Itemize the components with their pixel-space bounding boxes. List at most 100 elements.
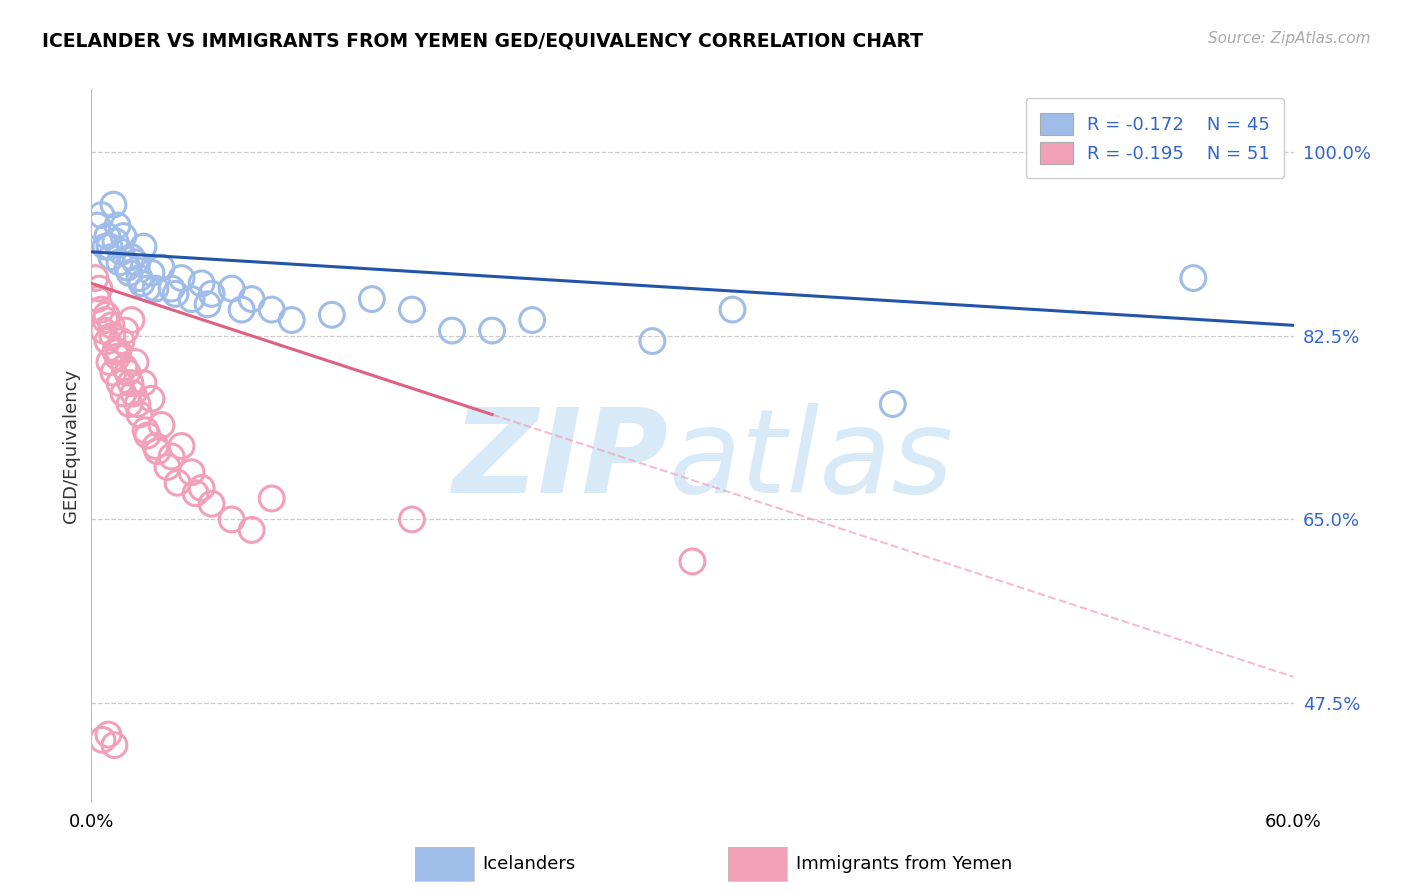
Point xyxy=(132,239,155,253)
Point xyxy=(107,344,129,359)
Point xyxy=(97,728,120,742)
Point xyxy=(118,266,141,280)
Point xyxy=(86,219,108,233)
Point xyxy=(112,229,135,244)
Point xyxy=(103,197,125,211)
Point xyxy=(114,360,136,375)
Point xyxy=(160,450,183,464)
Point xyxy=(260,491,283,506)
Point xyxy=(134,423,156,437)
Point xyxy=(1182,271,1205,285)
Point xyxy=(520,313,543,327)
Point xyxy=(118,397,141,411)
Point xyxy=(170,439,193,453)
Point xyxy=(131,277,153,291)
Point xyxy=(136,428,159,442)
Text: Icelanders: Icelanders xyxy=(482,855,575,873)
Point xyxy=(231,302,253,317)
Point xyxy=(98,355,121,369)
Point xyxy=(481,324,503,338)
Point xyxy=(103,738,125,752)
Point xyxy=(197,297,219,311)
Point xyxy=(93,324,115,338)
Point xyxy=(90,208,112,222)
Point xyxy=(641,334,664,348)
Point xyxy=(120,376,142,390)
Point xyxy=(201,286,224,301)
Point xyxy=(117,366,139,380)
Point xyxy=(132,376,155,390)
Point xyxy=(107,350,129,364)
Point xyxy=(681,554,703,568)
Point xyxy=(104,344,127,359)
Point xyxy=(145,282,167,296)
Point xyxy=(240,523,263,537)
Point xyxy=(401,512,423,526)
Point xyxy=(156,460,179,475)
Point xyxy=(112,386,135,401)
Point xyxy=(441,324,464,338)
Point xyxy=(401,302,423,317)
Point xyxy=(221,512,243,526)
Point xyxy=(101,328,124,343)
Point xyxy=(136,282,159,296)
Point xyxy=(180,465,202,479)
Point xyxy=(84,271,107,285)
Point xyxy=(281,313,304,327)
Point xyxy=(166,475,188,490)
Point xyxy=(190,481,212,495)
Point xyxy=(360,292,382,306)
Point xyxy=(124,355,146,369)
Point xyxy=(108,255,131,269)
Point xyxy=(103,366,125,380)
Point xyxy=(104,235,127,249)
Point xyxy=(90,302,112,317)
Point xyxy=(260,302,283,317)
Y-axis label: GED/Equivalency: GED/Equivalency xyxy=(62,369,80,523)
Point xyxy=(146,444,169,458)
Point xyxy=(100,250,122,264)
Point xyxy=(321,308,343,322)
Text: ICELANDER VS IMMIGRANTS FROM YEMEN GED/EQUIVALENCY CORRELATION CHART: ICELANDER VS IMMIGRANTS FROM YEMEN GED/E… xyxy=(42,31,924,50)
Point xyxy=(110,334,132,348)
Legend: R = -0.172    N = 45, R = -0.195    N = 51: R = -0.172 N = 45, R = -0.195 N = 51 xyxy=(1026,98,1285,178)
Point xyxy=(150,417,173,432)
Point xyxy=(114,324,136,338)
Point xyxy=(721,302,744,317)
Point xyxy=(96,308,118,322)
Point xyxy=(122,386,145,401)
Point xyxy=(201,497,224,511)
Point xyxy=(165,286,187,301)
Point xyxy=(180,292,202,306)
Point xyxy=(96,334,118,348)
Point xyxy=(91,732,114,747)
Point xyxy=(141,392,163,406)
Point xyxy=(141,266,163,280)
Point xyxy=(882,397,904,411)
Point xyxy=(86,292,108,306)
Point xyxy=(128,271,150,285)
Point xyxy=(121,313,143,327)
Point xyxy=(94,239,117,253)
Point xyxy=(121,250,143,264)
Point xyxy=(94,313,117,327)
Point xyxy=(184,486,207,500)
Point xyxy=(108,376,131,390)
Point xyxy=(124,255,146,269)
Point xyxy=(160,282,183,296)
Point xyxy=(89,282,111,296)
Point xyxy=(107,219,129,233)
Point xyxy=(190,277,212,291)
Point xyxy=(145,439,167,453)
Point xyxy=(128,408,150,422)
Point xyxy=(127,397,149,411)
Text: Source: ZipAtlas.com: Source: ZipAtlas.com xyxy=(1208,31,1371,46)
Text: ZIP: ZIP xyxy=(453,403,668,517)
Text: Immigrants from Yemen: Immigrants from Yemen xyxy=(796,855,1012,873)
Point xyxy=(96,229,118,244)
Point xyxy=(170,271,193,285)
Point xyxy=(221,282,243,296)
Point xyxy=(98,239,121,253)
Point xyxy=(100,318,122,333)
Point xyxy=(117,260,139,275)
